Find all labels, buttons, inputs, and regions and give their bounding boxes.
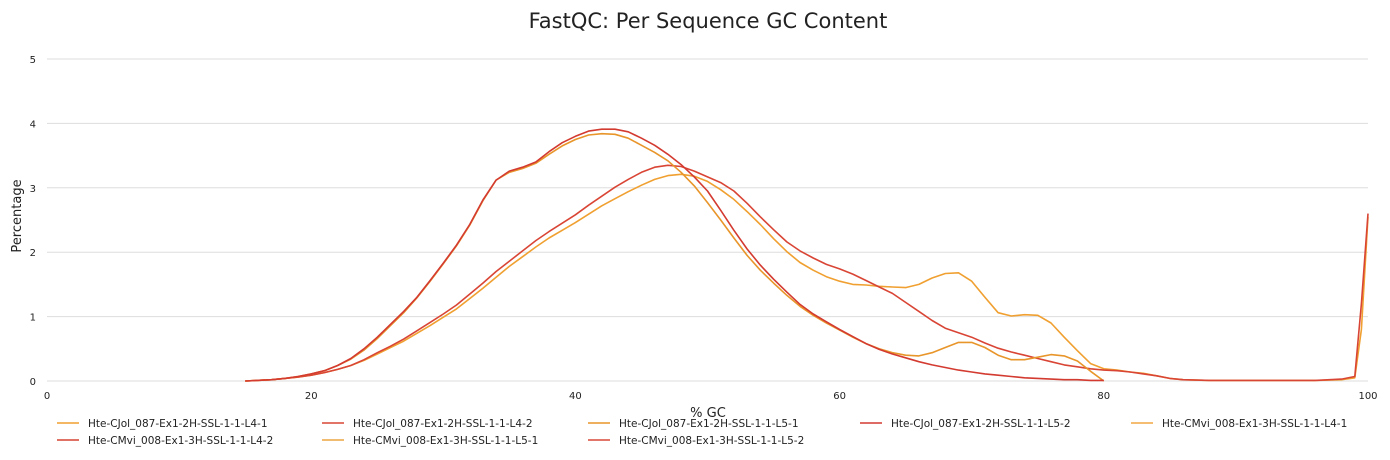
series-lines <box>245 128 1369 382</box>
x-tick-label: 40 <box>569 391 582 402</box>
legend-label: Hte-CMvi_008-Ex1-3H-SSL-1-1-L4-2 <box>88 435 273 447</box>
y-tick-label: 0 <box>30 377 36 388</box>
x-axis-ticks: 0 20 40 60 80 100 <box>44 391 1378 402</box>
legend-label: Hte-CJol_087-Ex1-2H-SSL-1-1-L4-2 <box>353 418 533 430</box>
x-axis-label: % GC <box>690 406 726 421</box>
x-tick-label: 80 <box>1097 391 1110 402</box>
legend-item[interactable]: Hte-CMvi_008-Ex1-3H-SSL-1-1-L5-1 <box>322 435 538 447</box>
y-axis-label: Percentage <box>10 179 25 252</box>
y-tick-label: 4 <box>30 119 36 130</box>
x-tick-label: 20 <box>305 391 318 402</box>
legend-item[interactable]: Hte-CMvi_008-Ex1-3H-SSL-1-1-L4-1 <box>1131 418 1347 430</box>
legend-label: Hte-CJol_087-Ex1-2H-SSL-1-1-L4-1 <box>88 418 268 430</box>
legend: Hte-CJol_087-Ex1-2H-SSL-1-1-L4-1 Hte-CJol… <box>57 418 1347 447</box>
y-axis-ticks: 0 1 2 3 4 5 <box>30 55 36 388</box>
series-line <box>245 128 1104 382</box>
series-line <box>245 173 1369 382</box>
y-tick-label: 1 <box>30 313 36 324</box>
x-tick-label: 0 <box>44 391 50 402</box>
y-tick-label: 2 <box>30 248 36 259</box>
legend-item[interactable]: Hte-CJol_087-Ex1-2H-SSL-1-1-L5-2 <box>860 418 1071 430</box>
legend-item[interactable]: Hte-CMvi_008-Ex1-3H-SSL-1-1-L4-2 <box>57 435 273 447</box>
legend-label: Hte-CJol_087-Ex1-2H-SSL-1-1-L5-2 <box>891 418 1071 430</box>
series-line <box>245 164 1369 382</box>
x-tick-label: 100 <box>1358 391 1377 402</box>
legend-label: Hte-CMvi_008-Ex1-3H-SSL-1-1-L5-1 <box>353 435 538 447</box>
legend-label: Hte-CMvi_008-Ex1-3H-SSL-1-1-L4-1 <box>1162 418 1347 430</box>
chart-title: FastQC: Per Sequence GC Content <box>529 9 888 33</box>
legend-label: Hte-CJol_087-Ex1-2H-SSL-1-1-L5-1 <box>619 418 799 430</box>
y-tick-label: 3 <box>30 184 36 195</box>
legend-item[interactable]: Hte-CJol_087-Ex1-2H-SSL-1-1-L4-1 <box>57 418 268 430</box>
series-line <box>245 132 1105 382</box>
legend-label: Hte-CMvi_008-Ex1-3H-SSL-1-1-L5-2 <box>619 435 804 447</box>
gridlines <box>47 58 1368 382</box>
legend-item[interactable]: Hte-CJol_087-Ex1-2H-SSL-1-1-L4-2 <box>322 418 533 430</box>
legend-item[interactable]: Hte-CMvi_008-Ex1-3H-SSL-1-1-L5-2 <box>588 435 804 447</box>
x-tick-label: 60 <box>833 391 846 402</box>
legend-item[interactable]: Hte-CJol_087-Ex1-2H-SSL-1-1-L5-1 <box>588 418 799 430</box>
y-tick-label: 5 <box>30 55 36 66</box>
